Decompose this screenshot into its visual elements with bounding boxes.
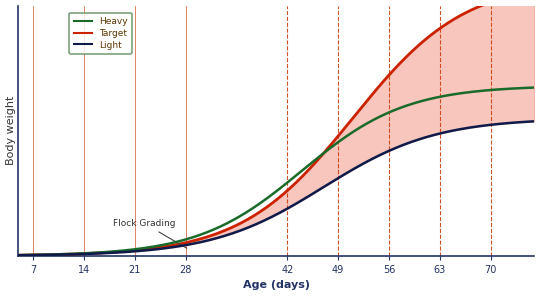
- X-axis label: Age (days): Age (days): [243, 280, 310, 290]
- Legend: Heavy, Target, Light: Heavy, Target, Light: [69, 12, 132, 54]
- Y-axis label: Body weight: Body weight: [5, 96, 16, 165]
- Text: Flock Grading: Flock Grading: [113, 219, 187, 248]
